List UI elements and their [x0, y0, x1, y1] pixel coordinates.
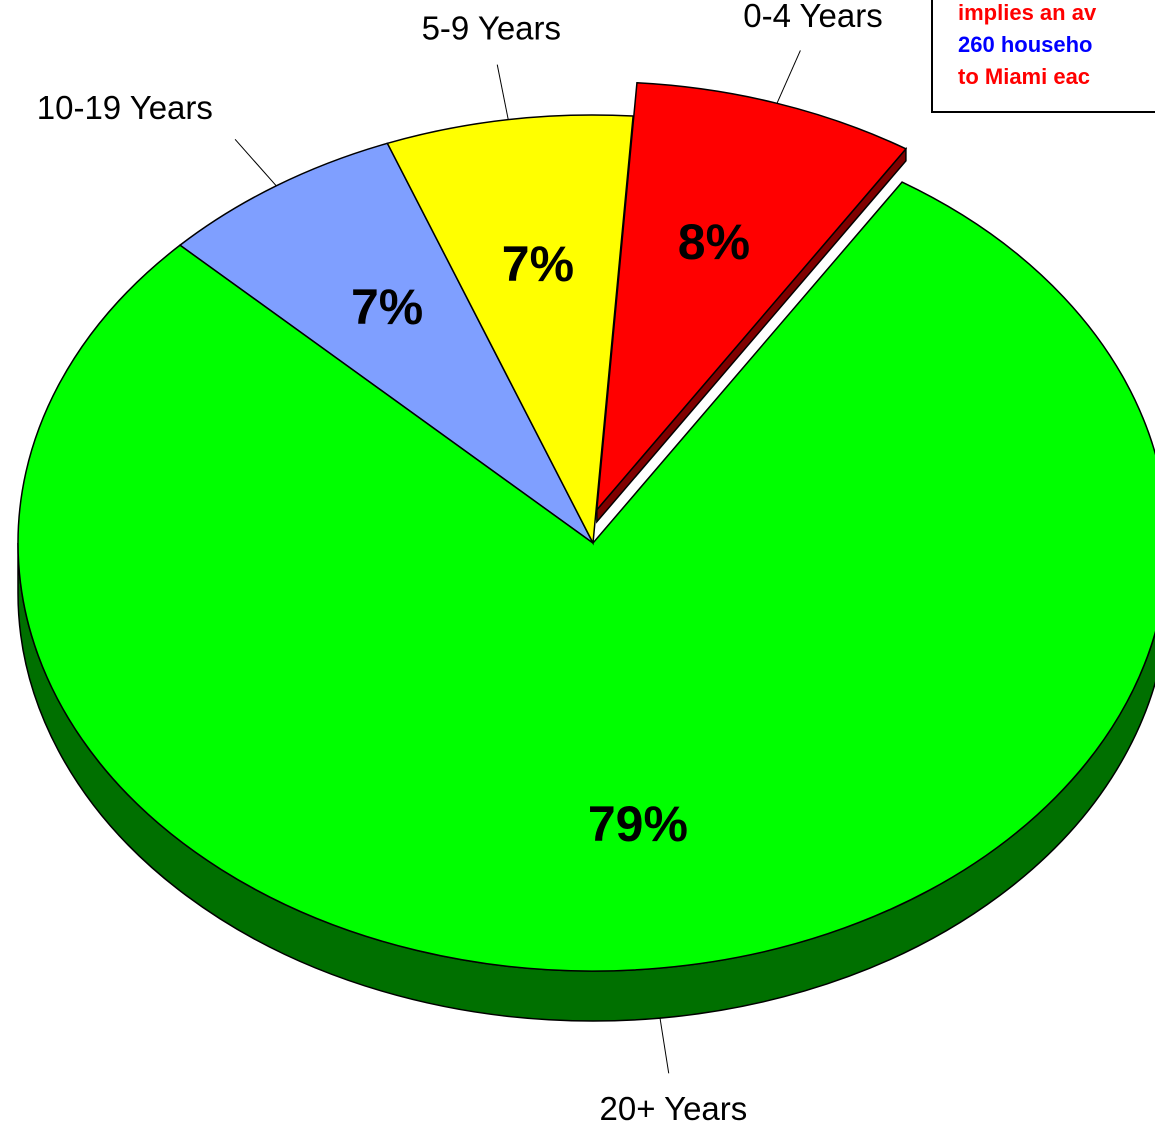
annotation-line: 260 househo [958, 32, 1092, 57]
slice [178, 142, 594, 544]
value-label: 8% [678, 214, 750, 270]
leader-line [659, 1018, 670, 1074]
leader-line [776, 50, 801, 104]
slice [17, 181, 1155, 972]
value-label: 7% [351, 279, 423, 335]
annotation-line: implies an av [958, 0, 1097, 25]
leader-line [234, 139, 277, 187]
slice [595, 82, 908, 513]
leader-line [496, 64, 509, 120]
category-label: 20+ Years [600, 1090, 748, 1126]
category-label: 0-4 Years [743, 0, 882, 34]
category-label: 10-19 Years [37, 89, 213, 126]
value-label: 7% [502, 236, 574, 292]
value-label: 79% [588, 796, 688, 852]
annotation-box [931, 0, 1155, 113]
slice [386, 114, 634, 546]
category-label: 5-9 Years [422, 10, 561, 47]
annotation-line: to Miami eac [958, 64, 1090, 89]
